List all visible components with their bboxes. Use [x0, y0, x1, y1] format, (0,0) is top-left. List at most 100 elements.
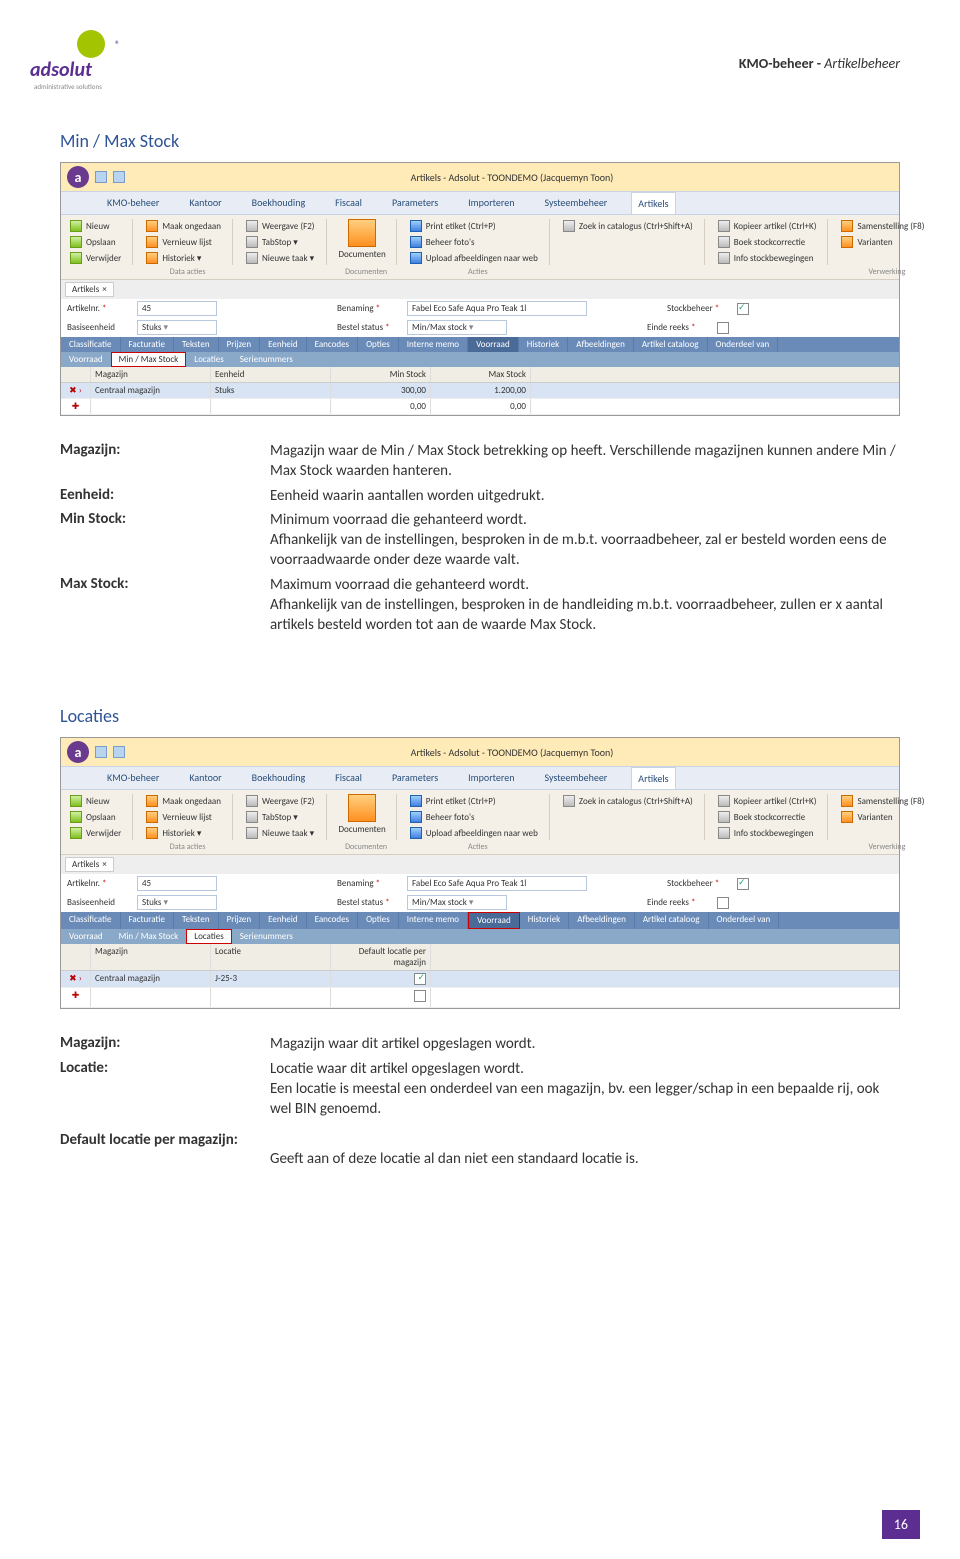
subtab-locaties[interactable]: Locaties	[186, 352, 232, 367]
ribbon-button[interactable]: Upload afbeeldingen naar web	[409, 251, 539, 265]
main-menu-item[interactable]: Boekhouding	[246, 767, 312, 789]
dropdown-basiseenheid[interactable]: Stuks	[137, 895, 217, 910]
grid-checkbox[interactable]	[414, 990, 426, 1002]
input-artikelnr[interactable]: 45	[137, 301, 217, 316]
tab-onderdeel van[interactable]: Onderdeel van	[709, 912, 780, 929]
tab-artikel cataloog[interactable]: Artikel cataloog	[634, 337, 708, 352]
subtab-serienummers[interactable]: Serienummers	[232, 929, 301, 944]
ribbon-opslaan-button[interactable]: Opslaan	[69, 235, 122, 249]
main-menu-item[interactable]: Fiscaal	[329, 767, 368, 789]
ribbon-button[interactable]: Print etiket (Ctrl+P)	[409, 219, 539, 233]
main-menu-item[interactable]: Importeren	[462, 767, 520, 789]
main-menu-item[interactable]: Artikels	[631, 767, 675, 789]
quick-undo-icon[interactable]	[113, 746, 125, 758]
main-menu-item[interactable]: Artikels	[631, 192, 675, 214]
tab-eancodes[interactable]: Eancodes	[307, 337, 359, 352]
ribbon-button[interactable]: Varianten	[840, 810, 925, 824]
ribbon-verwijder-button[interactable]: Verwijder	[69, 251, 122, 265]
subtab-locaties[interactable]: Locaties	[186, 929, 232, 944]
main-menu-item[interactable]: Parameters	[386, 192, 444, 214]
main-menu-item[interactable]: Parameters	[386, 767, 444, 789]
row-marker[interactable]: ✚	[61, 988, 91, 1007]
grid-header[interactable]: Default locatie per magazijn	[331, 944, 431, 970]
ribbon-nieuw-button[interactable]: Nieuw	[69, 219, 122, 233]
tab-historiek[interactable]: Historiek	[520, 912, 570, 929]
table-row[interactable]: ✖ ›Centraal magazijnJ-25-3	[61, 971, 899, 988]
dropdown-bestelstatus[interactable]: Min/Max stock	[407, 895, 507, 910]
grid-header[interactable]: Max Stock	[431, 367, 531, 382]
ribbon-button[interactable]: Maak ongedaan	[145, 219, 222, 233]
ribbon-button[interactable]: Historiek ▾	[145, 826, 222, 840]
tab-opties[interactable]: Opties	[358, 912, 399, 929]
ribbon-nieuw-button[interactable]: Nieuw	[69, 794, 122, 808]
input-benaming[interactable]: Fabel Eco Safe Aqua Pro Teak 1l	[407, 876, 587, 891]
grid-header[interactable]: Magazijn	[91, 367, 211, 382]
ribbon-verwijder-button[interactable]: Verwijder	[69, 826, 122, 840]
subtab-min-max-stock[interactable]: Min / Max Stock	[111, 929, 187, 944]
tab-afbeeldingen[interactable]: Afbeeldingen	[568, 337, 634, 352]
ribbon-button[interactable]: Boek stockcorrectie	[717, 235, 818, 249]
main-menu-item[interactable]: Systeembeheer	[538, 767, 613, 789]
tab-eenheid[interactable]: Eenheid	[260, 337, 306, 352]
tab-prijzen[interactable]: Prijzen	[219, 337, 261, 352]
ribbon-button[interactable]: Nieuwe taak ▾	[245, 251, 316, 265]
tab-teksten[interactable]: Teksten	[174, 337, 219, 352]
tab-opties[interactable]: Opties	[358, 337, 399, 352]
tab-eenheid[interactable]: Eenheid	[260, 912, 306, 929]
tab-prijzen[interactable]: Prijzen	[219, 912, 261, 929]
ribbon-button[interactable]: Nieuwe taak ▾	[245, 826, 316, 840]
subtab-serienummers[interactable]: Serienummers	[232, 352, 301, 367]
main-menu-item[interactable]: Boekhouding	[246, 192, 312, 214]
dropdown-basiseenheid[interactable]: Stuks	[137, 320, 217, 335]
main-menu-item[interactable]: Kantoor	[183, 767, 227, 789]
ribbon-button[interactable]: Vernieuw lijst	[145, 235, 222, 249]
ribbon-button[interactable]: Print etiket (Ctrl+P)	[409, 794, 539, 808]
ribbon-button[interactable]: Weergave (F2)	[245, 794, 316, 808]
row-marker[interactable]: ✖ ›	[61, 383, 91, 398]
subtab-voorraad[interactable]: Voorraad	[61, 929, 111, 944]
ribbon-button[interactable]: Varianten	[840, 235, 925, 249]
row-marker[interactable]: ✖ ›	[61, 971, 91, 987]
ribbon-button[interactable]: Samenstelling (F8)	[840, 794, 925, 808]
grid-header[interactable]: Locatie	[211, 944, 331, 970]
subtab-voorraad[interactable]: Voorraad	[61, 352, 111, 367]
quick-undo-icon[interactable]	[113, 171, 125, 183]
tab-teksten[interactable]: Teksten	[174, 912, 219, 929]
tab-voorraad[interactable]: Voorraad	[468, 337, 519, 352]
ribbon-button[interactable]: TabStop ▾	[245, 810, 316, 824]
close-icon[interactable]: ×	[102, 284, 106, 295]
ribbon-button[interactable]: Upload afbeeldingen naar web	[409, 826, 539, 840]
ribbon-button[interactable]: Kopieer artikel (Ctrl+K)	[717, 219, 818, 233]
main-menu-item[interactable]: Importeren	[462, 192, 520, 214]
checkbox-stockbeheer[interactable]	[737, 878, 749, 890]
checkbox-eindereeks[interactable]	[717, 897, 729, 909]
input-artikelnr[interactable]: 45	[137, 876, 217, 891]
tab-artikel cataloog[interactable]: Artikel cataloog	[635, 912, 709, 929]
quick-save-icon[interactable]	[95, 746, 107, 758]
workspace-tab-artikels[interactable]: Artikels ×	[65, 282, 114, 297]
ribbon-documenten-button[interactable]: Documenten	[339, 794, 386, 835]
grid-cell[interactable]	[331, 971, 431, 987]
main-menu-item[interactable]: KMO-beheer	[101, 192, 165, 214]
checkbox-eindereeks[interactable]	[717, 322, 729, 334]
main-menu-item[interactable]: Fiscaal	[329, 192, 368, 214]
workspace-tab-artikels[interactable]: Artikels ×	[65, 857, 114, 872]
ribbon-button[interactable]: Maak ongedaan	[145, 794, 222, 808]
ribbon-button[interactable]: TabStop ▾	[245, 235, 316, 249]
table-row[interactable]: ✖ ›Centraal magazijnStuks300,001.200,00	[61, 383, 899, 399]
tab-classificatie[interactable]: Classificatie	[61, 912, 121, 929]
grid-cell[interactable]	[331, 988, 431, 1007]
table-row[interactable]: ✚0,000,00	[61, 399, 899, 415]
tab-historiek[interactable]: Historiek	[519, 337, 569, 352]
subtab-min-max-stock[interactable]: Min / Max Stock	[111, 352, 187, 367]
tab-interne memo[interactable]: Interne memo	[399, 912, 468, 929]
tab-onderdeel van[interactable]: Onderdeel van	[708, 337, 779, 352]
ribbon-button[interactable]: Info stockbewegingen	[717, 251, 818, 265]
tab-eancodes[interactable]: Eancodes	[307, 912, 359, 929]
grid-header[interactable]: Eenheid	[211, 367, 331, 382]
ribbon-button[interactable]: Vernieuw lijst	[145, 810, 222, 824]
main-menu-item[interactable]: Kantoor	[183, 192, 227, 214]
ribbon-button[interactable]: Beheer foto's	[409, 810, 539, 824]
ribbon-button[interactable]: Historiek ▾	[145, 251, 222, 265]
grid-checkbox[interactable]	[414, 973, 426, 985]
